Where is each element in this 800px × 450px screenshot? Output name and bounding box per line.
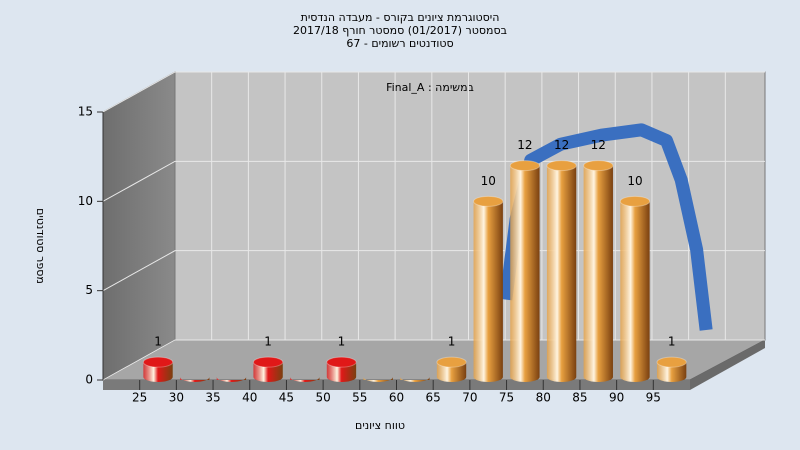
bar bbox=[473, 201, 503, 382]
y-tick-label: 10 bbox=[78, 194, 93, 208]
bar bbox=[546, 165, 577, 382]
title-line: בסמסטר (01/2017) סמסטר חורף 2017/18 bbox=[293, 24, 507, 37]
bar bbox=[180, 377, 210, 382]
x-tick-label: 50 bbox=[315, 391, 330, 405]
data-label: 10 bbox=[627, 174, 642, 188]
x-tick-label: 35 bbox=[205, 391, 220, 405]
left-wall bbox=[102, 71, 176, 381]
data-label: 12 bbox=[591, 138, 606, 152]
x-tick-label: 40 bbox=[242, 391, 257, 405]
x-tick-label: 65 bbox=[426, 391, 441, 405]
x-tick-label: 45 bbox=[279, 391, 294, 405]
bar bbox=[620, 201, 650, 382]
bar bbox=[583, 165, 613, 382]
y-tick-label: 0 bbox=[85, 373, 93, 387]
bar-top bbox=[142, 356, 174, 368]
data-label: 1 bbox=[668, 335, 676, 349]
x-tick-label: 60 bbox=[389, 391, 404, 405]
bar-top bbox=[473, 195, 504, 207]
x-tick-label: 95 bbox=[646, 391, 661, 405]
bar-top bbox=[656, 356, 687, 368]
subtitle: Final_A : במשימה bbox=[386, 81, 474, 94]
bar-top bbox=[252, 356, 284, 368]
bar-top bbox=[326, 356, 357, 368]
bar-top bbox=[583, 160, 614, 172]
bar bbox=[216, 377, 247, 382]
y-tick-label: 5 bbox=[85, 283, 93, 297]
bar bbox=[400, 377, 430, 382]
y-tick-label: 15 bbox=[78, 105, 93, 119]
x-tick-label: 30 bbox=[169, 391, 184, 405]
floor-edge bbox=[690, 340, 765, 390]
bar bbox=[436, 362, 467, 382]
title-line: סטודנטים רשומים - 67 bbox=[346, 37, 453, 50]
bar bbox=[656, 362, 687, 382]
bar-top bbox=[546, 160, 577, 172]
data-label: 10 bbox=[481, 174, 496, 188]
back-wall bbox=[174, 71, 766, 341]
x-tick-label: 85 bbox=[572, 391, 587, 405]
grid-line bbox=[102, 71, 765, 113]
data-label: 1 bbox=[338, 335, 346, 349]
x-tick-label: 75 bbox=[499, 391, 514, 405]
data-label: 12 bbox=[517, 138, 532, 152]
data-label: 1 bbox=[264, 335, 272, 349]
bar bbox=[290, 377, 320, 382]
data-label: 1 bbox=[448, 335, 456, 349]
x-axis-label: טווח ציונים bbox=[355, 419, 405, 432]
x-tick-label: 70 bbox=[462, 391, 477, 405]
bar bbox=[253, 362, 283, 382]
data-label: 1 bbox=[154, 335, 162, 349]
bar-top bbox=[619, 195, 651, 207]
x-tick-label: 80 bbox=[536, 391, 551, 405]
bar bbox=[363, 377, 393, 382]
x-tick-label: 55 bbox=[352, 391, 367, 405]
bar-top bbox=[436, 356, 467, 368]
bar bbox=[143, 362, 173, 382]
title-line: היסטוגרמת ציונים בקורס - מעבדה הנדסית bbox=[301, 11, 500, 24]
x-tick-label: 90 bbox=[609, 391, 624, 405]
x-tick-label: 25 bbox=[132, 391, 147, 405]
bar bbox=[326, 362, 357, 382]
bar bbox=[510, 165, 540, 382]
y-axis-label: מספר סטודנטים bbox=[34, 208, 47, 284]
data-label: 12 bbox=[554, 138, 569, 152]
bar-top bbox=[509, 160, 541, 172]
